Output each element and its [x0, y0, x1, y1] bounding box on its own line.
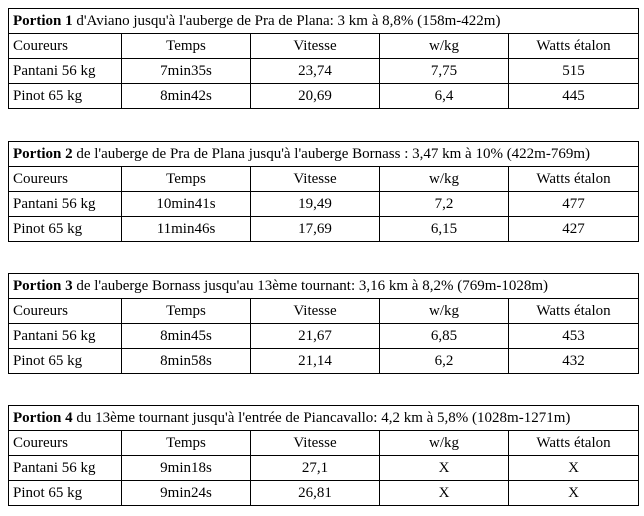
- cell-vitesse: 23,74: [250, 58, 380, 84]
- cell-watts: 453: [507, 323, 640, 349]
- cell-wkg: 6,85: [379, 323, 509, 349]
- comparison-table: Portion 2 de l'auberge de Pra de Plana j…: [8, 141, 639, 242]
- cell-temps: 11min46s: [121, 216, 251, 242]
- table-header-row: Coureurs Temps Vitesse w/kg Watts étalon: [8, 166, 639, 192]
- cell-vitesse: 19,49: [250, 191, 380, 217]
- table-header-row: Coureurs Temps Vitesse w/kg Watts étalon: [8, 298, 640, 324]
- cell-coureur: Pantani 56 kg: [8, 58, 122, 84]
- comparison-table: Portion 4 du 13ème tournant jusqu'à l'en…: [7, 405, 640, 506]
- cell-vitesse: 21,14: [250, 348, 380, 374]
- cell-temps: 9min24s: [121, 480, 251, 506]
- header-watts-etalon: Watts étalon: [507, 430, 640, 456]
- cell-wkg: 7,75: [379, 58, 509, 84]
- table-title-row: Portion 2 de l'auberge de Pra de Plana j…: [8, 141, 639, 167]
- table-row: Pantani 56 kg 8min45s 21,67 6,85 453: [8, 323, 640, 349]
- cell-vitesse: 21,67: [250, 323, 380, 349]
- header-coureurs: Coureurs: [8, 33, 122, 59]
- header-wkg: w/kg: [379, 298, 509, 324]
- cell-temps: 7min35s: [121, 58, 251, 84]
- header-temps: Temps: [121, 33, 251, 59]
- header-wkg: w/kg: [379, 33, 509, 59]
- header-coureurs: Coureurs: [8, 166, 122, 192]
- table-title: Portion 1 d'Aviano jusqu'à l'auberge de …: [7, 8, 640, 34]
- portion-description: de l'auberge Bornass jusqu'au 13ème tour…: [72, 278, 549, 294]
- cell-wkg: X: [379, 480, 509, 506]
- cell-watts: 432: [507, 348, 640, 374]
- portion-description: du 13ème tournant jusqu'à l'entrée de Pi…: [72, 410, 571, 426]
- header-coureurs: Coureurs: [8, 430, 122, 456]
- table-row: Pinot 65 kg 8min42s 20,69 6,4 445: [8, 83, 640, 109]
- comparison-table: Portion 3 de l'auberge Bornass jusqu'au …: [7, 273, 640, 374]
- cell-coureur: Pinot 65 kg: [8, 83, 122, 109]
- cell-temps: 10min41s: [121, 191, 251, 217]
- header-temps: Temps: [121, 298, 251, 324]
- cell-coureur: Pinot 65 kg: [8, 480, 122, 506]
- table-title: Portion 3 de l'auberge Bornass jusqu'au …: [7, 273, 640, 299]
- header-wkg: w/kg: [379, 430, 509, 456]
- header-temps: Temps: [121, 166, 251, 192]
- table-title-row: Portion 1 d'Aviano jusqu'à l'auberge de …: [7, 8, 640, 34]
- cell-coureur: Pantani 56 kg: [8, 191, 122, 217]
- cell-wkg: 6,4: [379, 83, 509, 109]
- portion-table-4: Portion 4 du 13ème tournant jusqu'à l'en…: [7, 405, 640, 506]
- cell-vitesse: 27,1: [250, 455, 380, 481]
- header-vitesse: Vitesse: [250, 166, 380, 192]
- portion-table-1: Portion 1 d'Aviano jusqu'à l'auberge de …: [7, 8, 640, 109]
- header-temps: Temps: [121, 430, 251, 456]
- table-title-row: Portion 4 du 13ème tournant jusqu'à l'en…: [7, 405, 640, 431]
- comparison-table: Portion 1 d'Aviano jusqu'à l'auberge de …: [7, 8, 640, 109]
- table-row: Pinot 65 kg 11min46s 17,69 6,15 427: [8, 216, 639, 242]
- portion-description: de l'auberge de Pra de Plana jusqu'à l'a…: [72, 146, 591, 162]
- cell-coureur: Pinot 65 kg: [8, 216, 122, 242]
- cell-coureur: Pantani 56 kg: [8, 455, 122, 481]
- cell-wkg: X: [379, 455, 509, 481]
- table-row: Pinot 65 kg 9min24s 26,81 X X: [8, 480, 640, 506]
- header-watts-etalon: Watts étalon: [508, 166, 639, 192]
- table-header-row: Coureurs Temps Vitesse w/kg Watts étalon: [8, 430, 640, 456]
- portion-table-2: Portion 2 de l'auberge de Pra de Plana j…: [8, 141, 639, 242]
- header-vitesse: Vitesse: [250, 33, 380, 59]
- header-watts-etalon: Watts étalon: [507, 33, 640, 59]
- cell-vitesse: 17,69: [250, 216, 380, 242]
- cell-temps: 8min42s: [121, 83, 251, 109]
- header-coureurs: Coureurs: [8, 298, 122, 324]
- table-row: Pantani 56 kg 9min18s 27,1 X X: [8, 455, 640, 481]
- cell-temps: 8min58s: [121, 348, 251, 374]
- cell-watts: X: [507, 480, 640, 506]
- table-title: Portion 2 de l'auberge de Pra de Plana j…: [8, 141, 639, 167]
- table-row: Pinot 65 kg 8min58s 21,14 6,2 432: [8, 348, 640, 374]
- portion-table-3: Portion 3 de l'auberge Bornass jusqu'au …: [7, 273, 640, 374]
- table-row: Pantani 56 kg 10min41s 19,49 7,2 477: [8, 191, 639, 217]
- cell-watts: 427: [508, 216, 639, 242]
- cell-coureur: Pantani 56 kg: [8, 323, 122, 349]
- header-wkg: w/kg: [379, 166, 509, 192]
- portion-label: Portion 3: [13, 278, 73, 294]
- cell-vitesse: 26,81: [250, 480, 380, 506]
- cell-temps: 9min18s: [121, 455, 251, 481]
- cell-watts: 445: [507, 83, 640, 109]
- table-row: Pantani 56 kg 7min35s 23,74 7,75 515: [8, 58, 640, 84]
- cell-temps: 8min45s: [121, 323, 251, 349]
- header-vitesse: Vitesse: [250, 298, 380, 324]
- header-watts-etalon: Watts étalon: [507, 298, 640, 324]
- cell-watts: 477: [508, 191, 639, 217]
- cell-vitesse: 20,69: [250, 83, 380, 109]
- table-title-row: Portion 3 de l'auberge Bornass jusqu'au …: [7, 273, 640, 299]
- table-title: Portion 4 du 13ème tournant jusqu'à l'en…: [7, 405, 640, 431]
- portion-label: Portion 4: [13, 410, 73, 426]
- cell-coureur: Pinot 65 kg: [8, 348, 122, 374]
- cell-watts: 515: [507, 58, 640, 84]
- portion-description: d'Aviano jusqu'à l'auberge de Pra de Pla…: [72, 13, 501, 29]
- cell-wkg: 7,2: [379, 191, 509, 217]
- table-header-row: Coureurs Temps Vitesse w/kg Watts étalon: [8, 33, 640, 59]
- cell-wkg: 6,2: [379, 348, 509, 374]
- portion-label: Portion 1: [13, 13, 73, 29]
- header-vitesse: Vitesse: [250, 430, 380, 456]
- cell-wkg: 6,15: [379, 216, 509, 242]
- portion-label: Portion 2: [13, 146, 73, 162]
- cell-watts: X: [507, 455, 640, 481]
